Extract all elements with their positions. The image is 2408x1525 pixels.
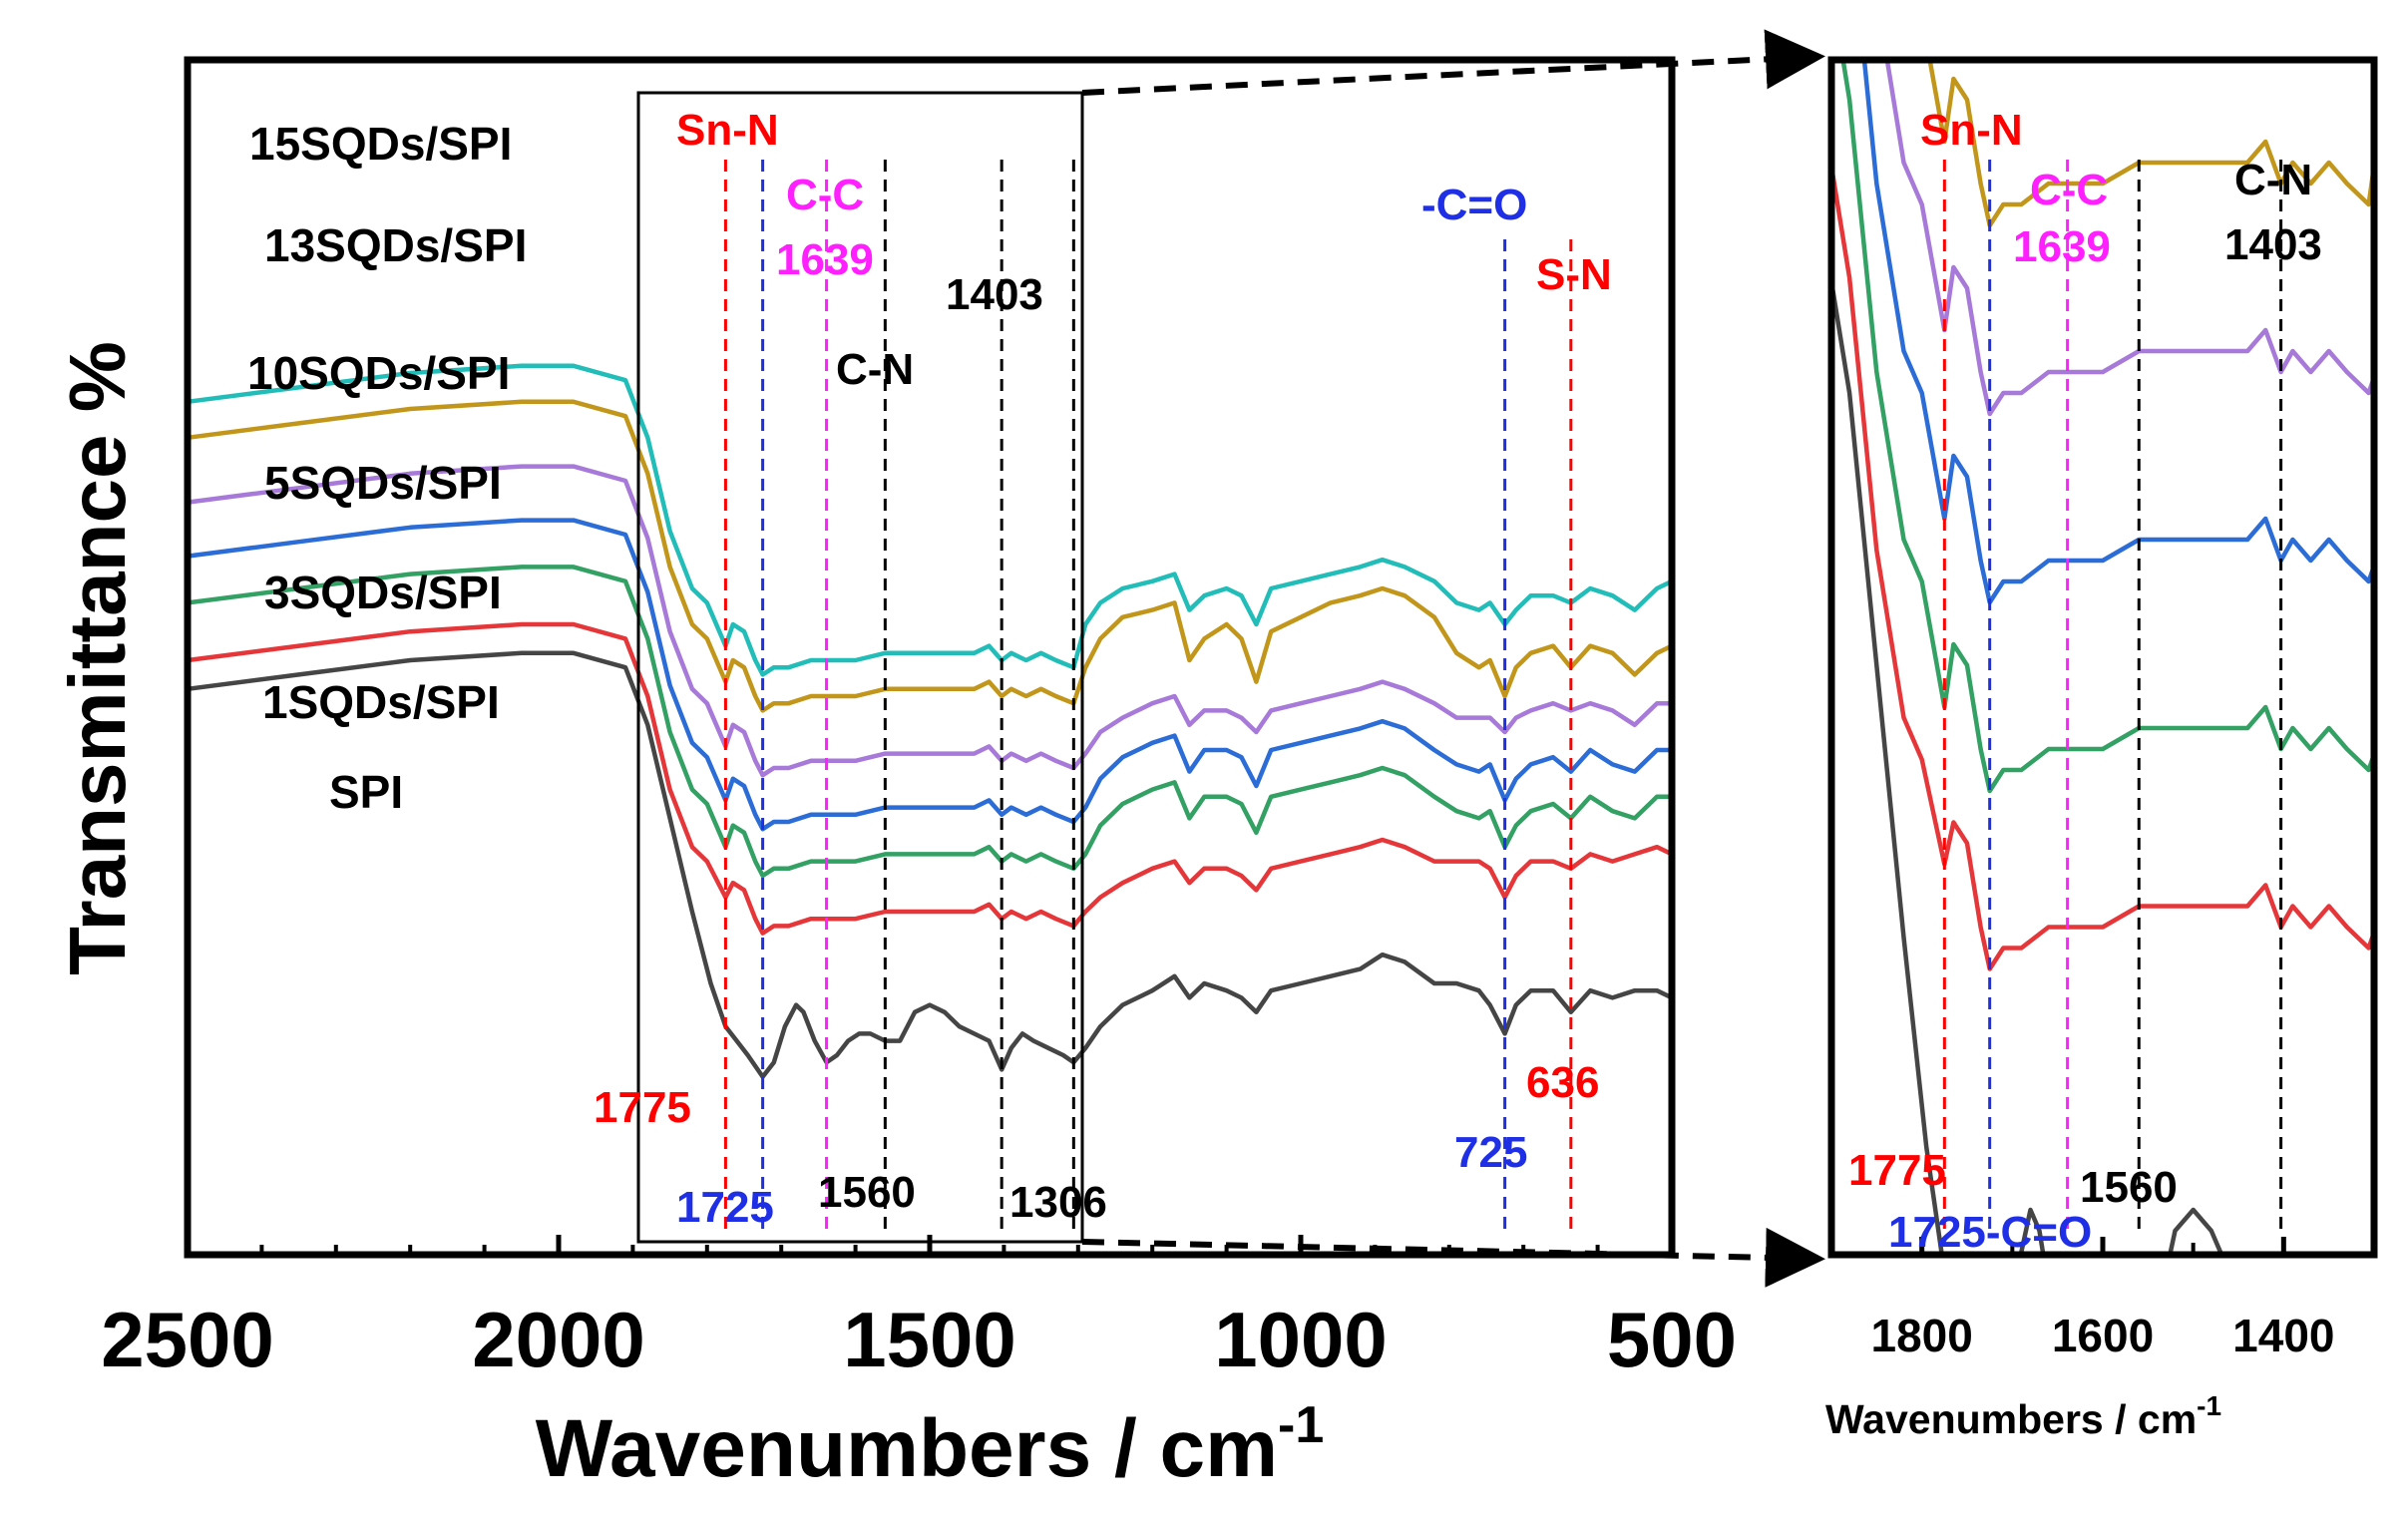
series-label-10sqds: 10SQDs/SPI	[247, 347, 510, 399]
main-x-ticks: 2500 2000 1500 1000 500	[101, 1235, 1737, 1383]
series-label-5sqds: 5SQDs/SPI	[264, 457, 502, 509]
series-line-spi	[187, 650, 1673, 1079]
inset-tick-label-1800: 1800	[1870, 1310, 1972, 1361]
annotation-c-n: C-N	[836, 345, 914, 394]
inset-annotation-c-c: C-C	[2030, 166, 2108, 214]
inset-region-box	[636, 91, 1084, 1244]
series-label-13sqds: 13SQDs/SPI	[264, 219, 527, 271]
annotation-1725: 1725	[676, 1183, 774, 1232]
main-tick-label-2500: 2500	[101, 1296, 274, 1383]
inset-annotation-1560: 1560	[2080, 1163, 2178, 1212]
inset-annotation-c-n: C-N	[2234, 156, 2312, 204]
main-tick-label-1500: 1500	[843, 1296, 1016, 1383]
series-line-1sqds-spi	[187, 621, 1673, 936]
series-label-1sqds: 1SQDs/SPI	[262, 676, 500, 728]
annotation-1403: 1403	[946, 270, 1043, 319]
inset-series-line-5sqds-spi	[1861, 60, 2374, 605]
annotation-c-c: C-C	[786, 171, 864, 219]
series-line-10sqds-spi	[187, 464, 1672, 778]
inset-guide-lines	[1942, 160, 2283, 1237]
inset-x-ticks: 1800 1600 1400	[1870, 1237, 2335, 1361]
series-line-13sqds-spi	[187, 399, 1673, 713]
main-tick-label-2000: 2000	[472, 1296, 645, 1383]
inset-x-axis-title-superscript: -1	[2197, 1390, 2221, 1421]
y-axis-title: Transmittance %	[53, 341, 142, 975]
main-tick-label-1000: 1000	[1214, 1296, 1388, 1383]
inset-tick-label-1400: 1400	[2232, 1310, 2334, 1361]
annotation-1775: 1775	[594, 1083, 691, 1132]
annotation-sn-n: Sn-N	[676, 106, 779, 155]
series-line-15sqds-spi	[187, 363, 1673, 677]
inset-series-line-10sqds-spi	[1884, 60, 2374, 417]
annotation-c-o: -C=O	[1421, 181, 1527, 229]
inset-annotation-1725-c-o: 1725-C=O	[1888, 1208, 2092, 1257]
annotation-1306: 1306	[1009, 1178, 1107, 1227]
annotation-636: 636	[1526, 1058, 1599, 1107]
annotation-1560: 1560	[818, 1168, 916, 1217]
series-label-3sqds: 3SQDs/SPI	[264, 567, 502, 618]
inset-tick-label-1600: 1600	[2052, 1310, 2154, 1361]
main-panel: 2500 2000 1500 1000 500 15SQDs/SPI 13SQDs/SP…	[101, 56, 1737, 1494]
inset-series-line-15sqds-spi	[1822, 0, 2383, 37]
zoom-arrow-top	[1081, 29, 1825, 96]
inset-panel: 1800 1600 1400 Sn-N C-C 1639 C-N 1403 1775…	[1822, 0, 2383, 1442]
inset-x-axis-title: Wavenumbers / cm-1	[1825, 1390, 2221, 1442]
inset-annotation-1403: 1403	[2224, 220, 2322, 269]
series-label-spi: SPI	[329, 766, 403, 818]
inset-series-line-3sqds-spi	[1840, 60, 2374, 794]
main-x-axis-title-text: Wavenumbers / cm	[536, 1403, 1278, 1494]
zoom-arrow-bottom	[1081, 1227, 1825, 1288]
annotation-s-n: S-N	[1536, 250, 1612, 299]
main-x-axis-title-superscript: -1	[1278, 1396, 1324, 1454]
main-tick-label-500: 500	[1607, 1296, 1737, 1383]
inset-annotation-1639: 1639	[2013, 222, 2111, 271]
annotation-1639: 1639	[776, 235, 874, 284]
series-label-15sqds: 15SQDs/SPI	[249, 118, 512, 170]
inset-annotation-1775: 1775	[1848, 1146, 1946, 1195]
annotation-725: 725	[1454, 1128, 1527, 1177]
inset-x-axis-title-text: Wavenumbers / cm	[1825, 1396, 2197, 1442]
main-guide-lines	[723, 160, 1573, 1237]
main-x-axis-title: Wavenumbers / cm-1	[536, 1396, 1325, 1494]
inset-annotation-sn-n: Sn-N	[1920, 106, 2023, 155]
